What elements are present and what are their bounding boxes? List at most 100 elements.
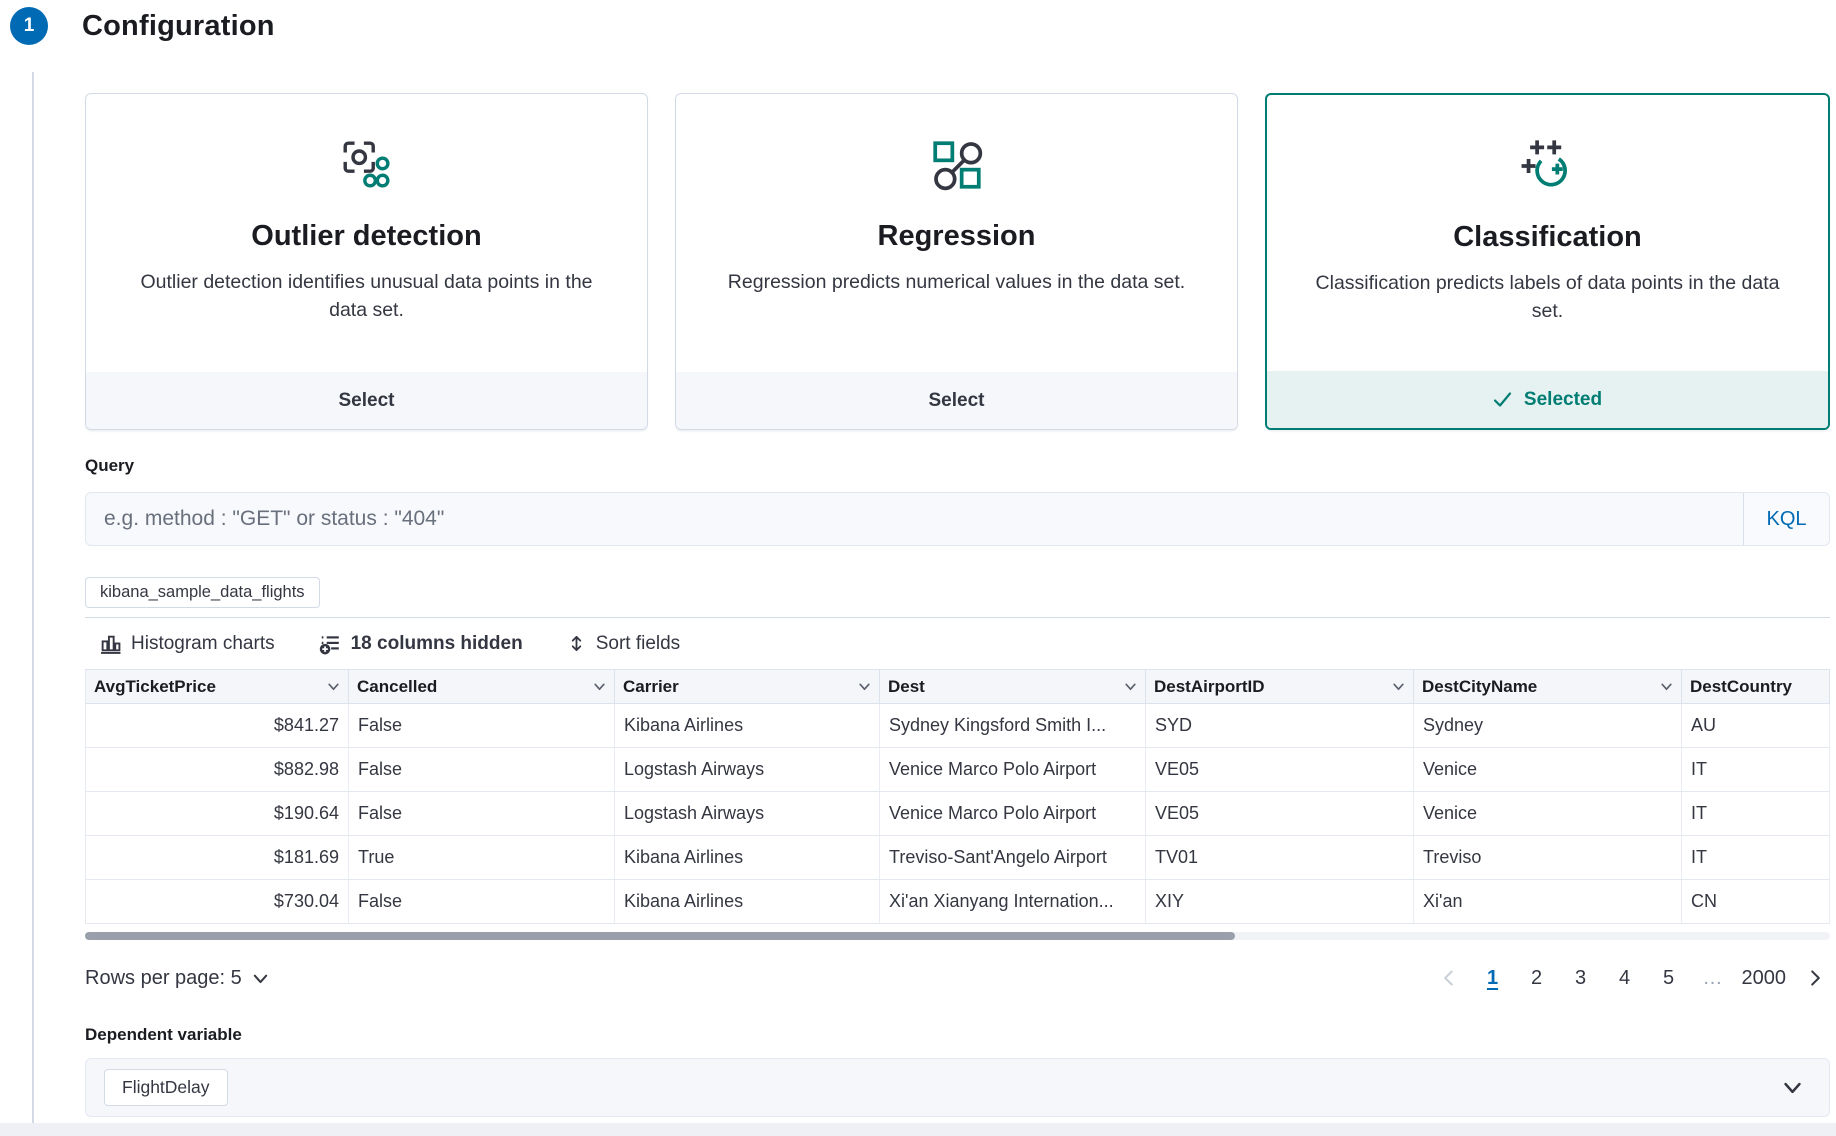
columns-hidden-button[interactable]: 18 columns hidden [319, 633, 523, 655]
cell-destcountry: AU [1681, 703, 1830, 748]
cell-destairportid: VE05 [1145, 791, 1414, 836]
table-row: $841.27 False Kibana Airlines Sydney Kin… [85, 703, 1830, 748]
card-outlier-detection[interactable]: Outlier detection Outlier detection iden… [85, 93, 648, 430]
column-label: DestAirportID [1154, 676, 1265, 696]
cell-cancelled: False [348, 879, 615, 924]
cell-dest: Venice Marco Polo Airport [879, 791, 1146, 836]
card-classification[interactable]: Classification Classification predicts l… [1265, 93, 1830, 430]
rows-per-page-button[interactable]: Rows per page: 5 [85, 967, 269, 990]
cell-destcityname: Xi'an [1413, 879, 1682, 924]
columns-hidden-label: 18 columns hidden [350, 632, 523, 654]
column-header-destcountry[interactable]: DestCountry [1681, 669, 1830, 704]
cell-destairportid: XIY [1145, 879, 1414, 924]
cell-dest: Sydney Kingsford Smith I... [879, 703, 1146, 748]
cell-destcityname: Sydney [1413, 703, 1682, 748]
dependent-variable-select[interactable]: FlightDelay [85, 1058, 1830, 1117]
outlier-detection-icon [339, 136, 395, 194]
select-button-label: Select [338, 389, 395, 411]
flights-table: AvgTicketPrice Cancelled Carrier Dest De… [85, 669, 1830, 924]
kql-language-button[interactable]: KQL [1743, 493, 1829, 545]
dependent-variable-value-pill[interactable]: FlightDelay [104, 1069, 228, 1106]
step-progress-line [32, 72, 34, 1136]
card-title: Regression [877, 220, 1036, 252]
selected-classification-button[interactable]: Selected [1267, 371, 1828, 428]
column-header-dest[interactable]: Dest [879, 669, 1146, 704]
cell-cancelled: False [348, 791, 615, 836]
select-outlier-button[interactable]: Select [86, 372, 647, 429]
next-page-button[interactable] [1800, 961, 1830, 995]
column-list-add-icon [319, 635, 339, 654]
card-classification-body: Classification Classification predicts l… [1267, 95, 1828, 371]
cell-carrier: Kibana Airlines [614, 879, 880, 924]
cell-avgticketprice: $181.69 [85, 835, 349, 880]
selected-button-label: Selected [1523, 388, 1603, 410]
sort-fields-label: Sort fields [595, 632, 681, 654]
chevron-down-icon [1784, 1082, 1801, 1094]
histogram-icon [101, 635, 121, 654]
cell-avgticketprice: $190.64 [85, 791, 349, 836]
chevron-down-icon [1393, 683, 1404, 691]
table-row: $882.98 False Logstash Airways Venice Ma… [85, 747, 1830, 792]
chevron-right-icon [1810, 970, 1820, 986]
sort-fields-button[interactable]: Sort fields [567, 633, 680, 655]
previous-page-button[interactable] [1434, 961, 1464, 995]
chevron-down-icon [859, 683, 870, 691]
page-number-1[interactable]: 1 [1486, 966, 1499, 989]
cell-avgticketprice: $730.04 [85, 879, 349, 924]
query-bar: e.g. method : "GET" or status : "404" KQ… [85, 492, 1830, 546]
table-row: $190.64 False Logstash Airways Venice Ma… [85, 791, 1830, 836]
column-label: Dest [888, 676, 925, 696]
table-row: $181.69 True Kibana Airlines Treviso-San… [85, 835, 1830, 880]
query-input[interactable]: e.g. method : "GET" or status : "404" [104, 507, 445, 530]
select-regression-button[interactable]: Select [676, 372, 1237, 429]
step-header: 1 Configuration [10, 7, 275, 45]
chevron-left-icon [1444, 970, 1453, 986]
cell-carrier: Kibana Airlines [614, 703, 880, 748]
page-number-3[interactable]: 3 [1574, 966, 1587, 989]
horizontal-scrollbar-thumb[interactable] [85, 932, 1235, 940]
query-label: Query [85, 456, 135, 475]
chevron-down-icon [1125, 683, 1136, 691]
column-header-cancelled[interactable]: Cancelled [348, 669, 615, 704]
column-label: DestCountry [1690, 676, 1793, 696]
panel-bottom-edge [0, 1123, 1836, 1136]
column-header-destairportid[interactable]: DestAirportID [1145, 669, 1414, 704]
cell-cancelled: True [348, 835, 615, 880]
step-number-badge: 1 [10, 7, 48, 45]
rows-per-page-label: Rows per page: 5 [85, 966, 242, 989]
page-number-4[interactable]: 4 [1618, 966, 1631, 989]
card-regression[interactable]: Regression Regression predicts numerical… [675, 93, 1238, 430]
cell-destcountry: CN [1681, 879, 1830, 924]
column-label: AvgTicketPrice [94, 676, 216, 696]
page-number-5[interactable]: 5 [1662, 966, 1675, 989]
column-header-avgticketprice[interactable]: AvgTicketPrice [85, 669, 349, 704]
card-description: Regression predicts numerical values in … [727, 271, 1186, 293]
job-type-cards: Outlier detection Outlier detection iden… [85, 93, 1830, 430]
histogram-charts-label: Histogram charts [131, 632, 275, 654]
column-header-destcityname[interactable]: DestCityName [1413, 669, 1682, 704]
dependent-variable-label: Dependent variable [85, 1025, 242, 1044]
cell-destairportid: VE05 [1145, 747, 1414, 792]
classification-icon [1520, 137, 1576, 195]
page-number-2[interactable]: 2 [1530, 966, 1543, 989]
cell-cancelled: False [348, 747, 615, 792]
cell-destcityname: Venice [1413, 791, 1682, 836]
page-number-2000[interactable]: 2000 [1741, 966, 1787, 989]
card-description: Classification predicts labels of data p… [1315, 272, 1780, 322]
sort-icon [571, 635, 581, 652]
horizontal-scrollbar [85, 932, 1830, 940]
cell-dest: Xi'an Xianyang Internation... [879, 879, 1146, 924]
cell-carrier: Kibana Airlines [614, 835, 880, 880]
cell-destairportid: SYD [1145, 703, 1414, 748]
regression-icon [929, 136, 985, 194]
data-grid-toolbar: Histogram charts 18 columns hidden [85, 618, 1830, 669]
column-header-carrier[interactable]: Carrier [614, 669, 880, 704]
histogram-charts-button[interactable]: Histogram charts [100, 633, 275, 655]
page-title: Configuration [82, 9, 275, 42]
step-content: Outlier detection Outlier detection iden… [85, 0, 1830, 1117]
column-label: DestCityName [1422, 676, 1538, 696]
cell-destcityname: Venice [1413, 747, 1682, 792]
card-description: Outlier detection identifies unusual dat… [140, 271, 593, 321]
check-icon [1493, 392, 1512, 407]
